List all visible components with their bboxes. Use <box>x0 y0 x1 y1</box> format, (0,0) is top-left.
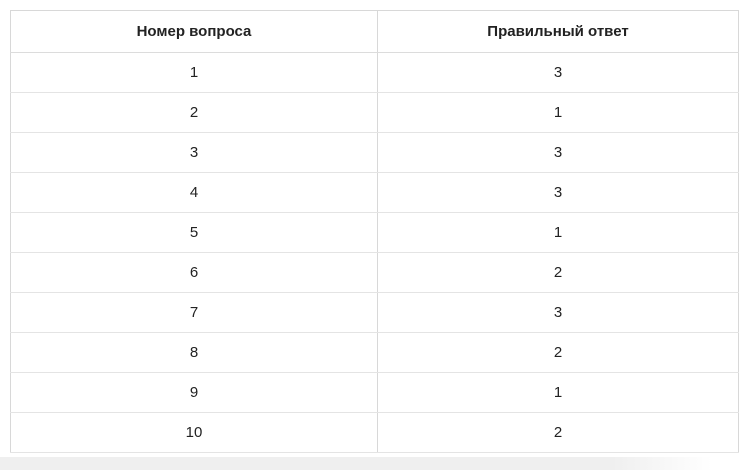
answer-cell: 3 <box>377 172 739 213</box>
answer-cell: 1 <box>377 372 739 413</box>
question-number-cell: 4 <box>10 172 378 213</box>
question-number-cell: 10 <box>10 412 378 453</box>
question-number-cell: 2 <box>10 92 378 133</box>
answer-cell: 1 <box>377 212 739 253</box>
page-bottom-strip <box>0 457 712 470</box>
question-number-cell: 7 <box>10 292 378 333</box>
answer-cell: 2 <box>377 412 739 453</box>
question-number-cell: 8 <box>10 332 378 373</box>
answers-table-header: Номер вопроса Правильный ответ <box>10 10 739 53</box>
question-number-cell: 9 <box>10 372 378 413</box>
question-number-cell: 3 <box>10 132 378 173</box>
header-correct-answer: Правильный ответ <box>377 10 739 53</box>
table-row: 10 2 <box>10 412 739 453</box>
answer-cell: 2 <box>377 252 739 293</box>
header-question-number: Номер вопроса <box>10 10 378 53</box>
answer-cell: 3 <box>377 52 739 93</box>
answer-cell: 3 <box>377 132 739 173</box>
answer-cell: 1 <box>377 92 739 133</box>
answer-cell: 3 <box>377 292 739 333</box>
question-number-cell: 6 <box>10 252 378 293</box>
header-row: Номер вопроса Правильный ответ <box>10 10 739 53</box>
answer-cell: 2 <box>377 332 739 373</box>
question-number-cell: 5 <box>10 212 378 253</box>
answers-table-body: 1 3 2 1 3 3 4 3 5 1 6 2 7 3 8 2 9 1 10 2 <box>10 52 739 453</box>
question-number-cell: 1 <box>10 52 378 93</box>
